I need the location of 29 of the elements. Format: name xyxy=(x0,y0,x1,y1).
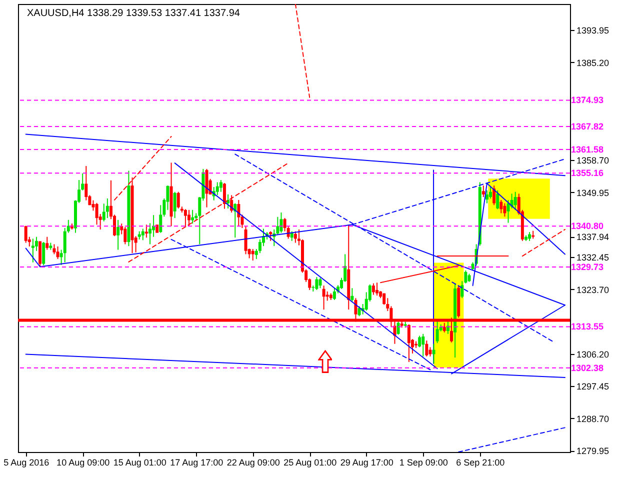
ref-line-label: 1355.16 xyxy=(571,168,604,178)
y-tick-label: 1349.95 xyxy=(576,188,610,198)
x-tick-label: 1 Sep 09:00 xyxy=(399,458,448,468)
y-tick-label: 1385.20 xyxy=(576,58,610,68)
ref-line-label: 1302.38 xyxy=(571,362,604,373)
y-tick-label: 1332.45 xyxy=(576,252,610,262)
y-tick-label: 1323.70 xyxy=(576,284,610,295)
ref-line-label: 1340.80 xyxy=(571,221,604,232)
x-tick-label: 17 Aug 17:00 xyxy=(170,458,224,468)
x-tick-label: 22 Aug 09:00 xyxy=(226,458,280,468)
x-tick-label: 6 Sep 21:00 xyxy=(456,458,505,468)
x-tick-label: 15 Aug 01:00 xyxy=(113,458,166,468)
y-tick-label: 1297.45 xyxy=(576,382,610,392)
ref-line-label: 1367.82 xyxy=(571,121,604,132)
y-tick-label: 1337.94 xyxy=(576,232,610,242)
ref-line-label: 1361.58 xyxy=(571,144,604,154)
y-tick-label: 1393.95 xyxy=(576,26,610,36)
y-tick-label: 1288.70 xyxy=(576,414,610,424)
ref-line-label: 1329.73 xyxy=(571,262,604,272)
x-tick-label: 29 Aug 17:00 xyxy=(340,458,394,468)
ref-line-label: 1313.55 xyxy=(571,322,604,332)
x-tick-label: 5 Aug 2016 xyxy=(4,458,50,468)
y-tick-label: 1279.95 xyxy=(576,446,610,456)
y-tick-label: 1306.20 xyxy=(576,349,610,360)
ref-line-label: 1374.93 xyxy=(571,95,604,106)
chart-title: XAUUSD,H4 1338.29 1339.53 1337.41 1337.94 xyxy=(27,8,240,19)
x-tick-label: 10 Aug 09:00 xyxy=(56,458,110,468)
x-tick-label: 25 Aug 01:00 xyxy=(284,458,337,468)
y-tick-label: 1358.70 xyxy=(576,156,610,166)
